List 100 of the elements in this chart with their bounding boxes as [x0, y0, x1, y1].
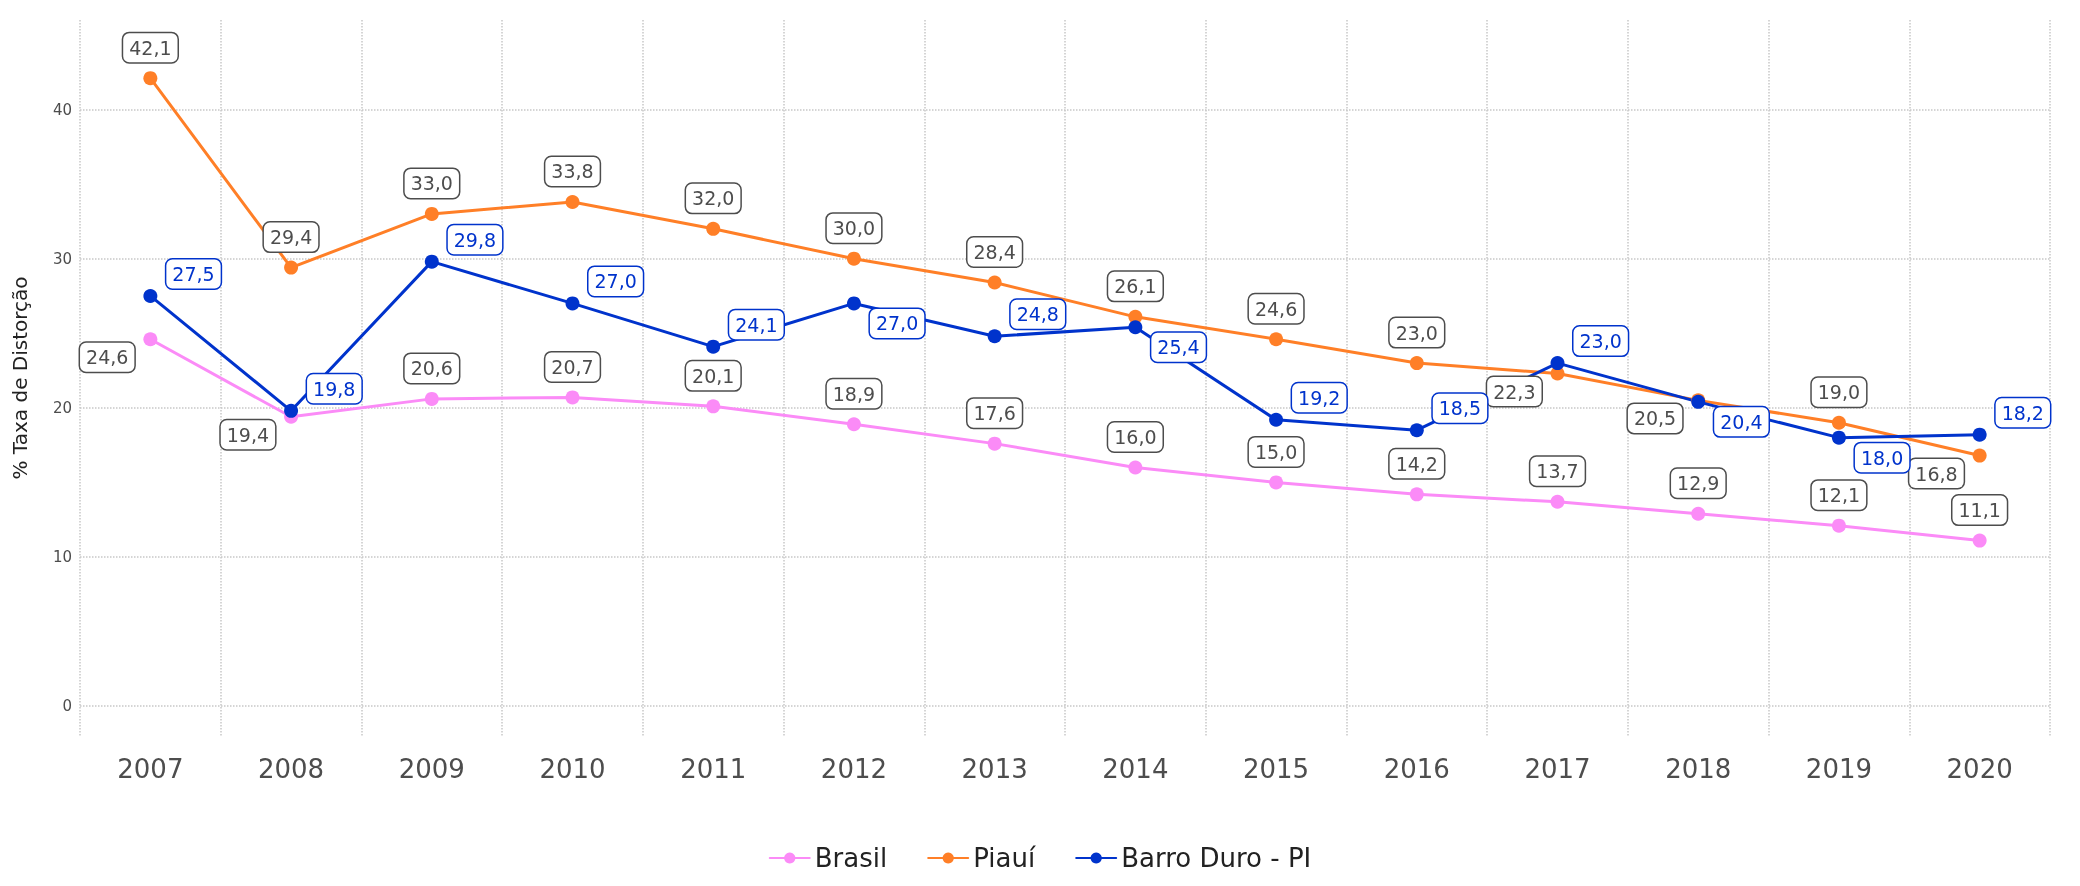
- point: [1831, 415, 1846, 430]
- data-label: 20,4: [1720, 410, 1763, 433]
- x-tick-label: 2016: [1383, 754, 1450, 784]
- data-label: 19,4: [226, 423, 270, 446]
- point: [1269, 332, 1284, 347]
- x-tick-label: 2011: [680, 754, 747, 784]
- point: [565, 390, 580, 405]
- data-label: 24,6: [1254, 297, 1298, 320]
- data-label: 19,8: [313, 377, 356, 400]
- point: [1409, 356, 1424, 371]
- data-label: 23,0: [1395, 321, 1438, 344]
- data-label: 24,1: [735, 313, 778, 336]
- point: [706, 221, 721, 236]
- data-label: 22,3: [1493, 380, 1536, 403]
- data-label: 33,0: [410, 172, 453, 195]
- data-label: 25,4: [1157, 336, 1200, 359]
- data-label: 18,9: [832, 382, 876, 405]
- point: [1831, 430, 1846, 445]
- x-tick-label: 2008: [257, 754, 325, 784]
- x-tick-label: 2010: [539, 754, 606, 784]
- point: [1128, 320, 1143, 335]
- point: [1128, 460, 1143, 475]
- x-tick-label: 2017: [1524, 754, 1591, 784]
- x-tick-label: 2007: [117, 754, 184, 784]
- legend-label: Barro Duro - PI: [1121, 843, 1312, 873]
- data-label: 11,1: [1958, 499, 2001, 522]
- data-label: 20,6: [410, 357, 453, 380]
- point: [1972, 533, 1987, 548]
- data-label: 27,5: [172, 262, 215, 285]
- point: [1409, 423, 1424, 438]
- point: [284, 260, 299, 275]
- point: [846, 296, 861, 311]
- point: [1269, 475, 1284, 490]
- point: [424, 206, 439, 221]
- point: [1550, 494, 1565, 509]
- point: [284, 403, 299, 418]
- data-label: 16,0: [1114, 426, 1157, 448]
- x-tick-label: 2020: [1946, 754, 2013, 784]
- point: [1691, 506, 1706, 521]
- point: [1972, 427, 1987, 442]
- data-label: 28,4: [973, 241, 1016, 264]
- x-tick-label: 2013: [961, 754, 1028, 784]
- data-label: 27,0: [594, 270, 637, 293]
- data-label: 20,7: [551, 355, 594, 378]
- data-label: 30,0: [832, 217, 876, 240]
- point: [143, 71, 158, 86]
- data-label: 20,1: [692, 364, 735, 387]
- y-tick-label: 10: [52, 548, 72, 566]
- y-tick-label: 0: [62, 697, 72, 716]
- x-tick-label: 2012: [820, 754, 888, 784]
- data-label: 23,0: [1579, 330, 1622, 353]
- y-tick-label: 30: [52, 249, 72, 268]
- data-label: 17,6: [973, 402, 1016, 425]
- legend-label: Brasil: [814, 843, 888, 873]
- data-label: 12,9: [1677, 472, 1720, 495]
- data-label: 16,8: [1915, 462, 1958, 485]
- legend-label: Piauí: [973, 843, 1036, 873]
- data-label: 20,5: [1633, 407, 1677, 430]
- x-tick-label: 2015: [1242, 754, 1310, 784]
- point: [846, 417, 861, 432]
- y-tick-label: 20: [52, 398, 72, 417]
- point: [1269, 412, 1284, 427]
- point: [706, 399, 721, 414]
- data-label: 13,7: [1536, 460, 1579, 483]
- x-tick-label: 2014: [1102, 754, 1169, 784]
- data-label: 24,6: [86, 346, 129, 369]
- data-label: 19,2: [1298, 386, 1341, 409]
- point: [1550, 356, 1565, 371]
- point: [565, 194, 580, 209]
- point: [706, 339, 721, 354]
- data-label: 18,5: [1438, 397, 1482, 420]
- data-label: 33,8: [551, 160, 594, 183]
- point: [846, 251, 861, 266]
- point: [1972, 448, 1987, 463]
- data-label: 29,4: [269, 226, 313, 249]
- data-label: 18,0: [1860, 446, 1904, 469]
- data-label: 32,0: [692, 187, 735, 210]
- y-axis-title: % Taxa de Distorção: [8, 276, 32, 480]
- point: [987, 329, 1002, 344]
- data-label: 24,8: [1016, 303, 1059, 326]
- data-label: 19,0: [1817, 381, 1861, 404]
- point: [143, 288, 158, 303]
- point: [1831, 518, 1846, 533]
- data-label: 14,2: [1395, 452, 1438, 475]
- point: [424, 391, 439, 406]
- data-label: 42,1: [129, 36, 172, 59]
- point: [987, 275, 1002, 290]
- data-label: 27,0: [875, 312, 919, 335]
- point: [143, 332, 158, 347]
- data-label: 12,1: [1817, 484, 1861, 507]
- data-label: 26,1: [1114, 275, 1157, 298]
- point: [1409, 487, 1424, 502]
- point: [565, 296, 580, 311]
- data-label: 18,2: [2001, 401, 2044, 424]
- data-label: 15,0: [1254, 440, 1298, 463]
- x-tick-label: 2019: [1805, 754, 1873, 784]
- x-tick-label: 2018: [1665, 754, 1732, 784]
- point: [987, 436, 1002, 451]
- point: [424, 254, 439, 269]
- y-tick-label: 40: [52, 100, 72, 119]
